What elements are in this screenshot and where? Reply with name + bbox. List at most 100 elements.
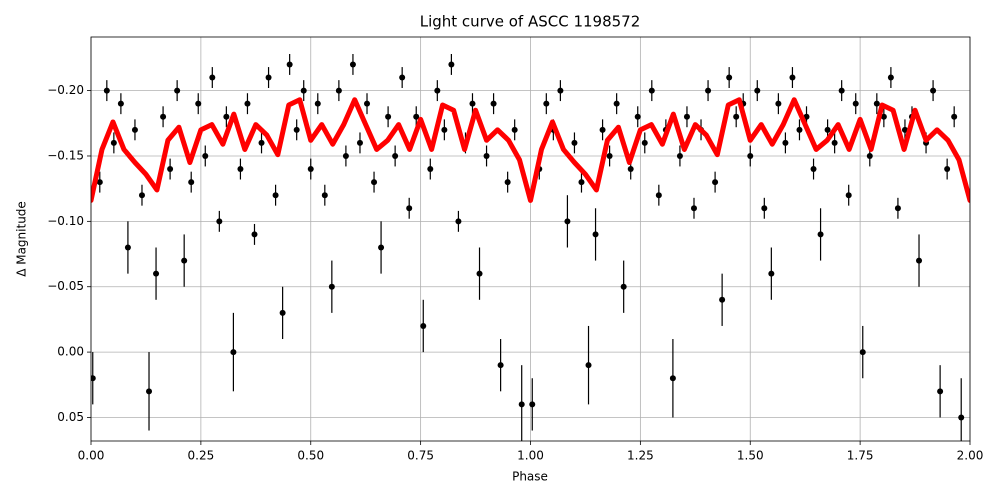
data-point	[160, 113, 167, 120]
data-point	[831, 139, 838, 146]
data-point	[557, 87, 564, 94]
data-point	[641, 139, 648, 146]
data-point	[167, 166, 174, 173]
y-tick-label: −0.20	[47, 83, 84, 97]
data-point	[529, 401, 536, 408]
data-point	[138, 192, 145, 199]
model-curve	[91, 97, 970, 203]
data-point	[455, 218, 462, 225]
data-point	[209, 74, 216, 81]
data-point	[117, 100, 124, 107]
y-tick-label: 0.00	[57, 345, 84, 359]
data-point	[124, 244, 131, 251]
data-point	[916, 257, 923, 264]
x-tick-label: 2.00	[957, 449, 984, 463]
data-point	[712, 179, 719, 186]
data-point	[483, 152, 490, 159]
data-point	[406, 205, 413, 212]
data-point	[894, 205, 901, 212]
plot-area	[91, 53, 970, 441]
data-point	[188, 179, 195, 186]
data-point	[775, 100, 782, 107]
data-point	[476, 270, 483, 277]
data-point	[195, 100, 202, 107]
data-point	[585, 362, 592, 369]
x-tick-label: 1.50	[737, 449, 764, 463]
data-point	[620, 283, 627, 290]
data-point	[761, 205, 768, 212]
x-axis-label: Phase	[512, 470, 548, 484]
grid	[90, 37, 971, 441]
data-point	[497, 362, 504, 369]
data-point	[469, 100, 476, 107]
data-point	[937, 388, 944, 395]
data-point	[634, 113, 641, 120]
data-point	[613, 100, 620, 107]
data-point	[733, 113, 740, 120]
data-point	[230, 349, 237, 356]
data-point	[866, 152, 873, 159]
y-tick-label: −0.15	[47, 148, 84, 162]
y-axis-label: Δ Magnitude	[15, 201, 29, 277]
data-point	[153, 270, 160, 277]
y-tick-label: 0.05	[57, 410, 84, 424]
chart-title: Light curve of ASCC 1198572	[420, 13, 641, 31]
data-point	[399, 74, 406, 81]
data-point	[223, 113, 230, 120]
data-point	[258, 139, 265, 146]
data-point	[251, 231, 258, 238]
data-point	[392, 152, 399, 159]
data-point	[174, 87, 181, 94]
data-point	[599, 126, 606, 133]
data-point	[420, 322, 427, 329]
ticks: 0.00 0.25 0.50 0.75 1.00 1.25 1.50 1.75 2.00 −0.2…	[47, 83, 983, 462]
data-point	[592, 231, 599, 238]
data-point	[300, 87, 307, 94]
data-point	[543, 100, 550, 107]
data-point	[719, 296, 726, 303]
x-tick-label: 1.25	[627, 449, 654, 463]
data-point	[810, 166, 817, 173]
data-point	[321, 192, 328, 199]
data-point	[328, 283, 335, 290]
data-point	[627, 166, 634, 173]
data-point	[578, 179, 585, 186]
data-point	[571, 139, 578, 146]
y-tick-label: −0.10	[47, 214, 84, 228]
data-point	[782, 139, 789, 146]
x-tick-label: 1.75	[847, 449, 874, 463]
data-point	[110, 139, 117, 146]
data-point	[747, 152, 754, 159]
data-point	[901, 126, 908, 133]
data-point	[371, 179, 378, 186]
data-point	[202, 152, 209, 159]
data-point	[676, 152, 683, 159]
data-point	[768, 270, 775, 277]
data-point	[648, 87, 655, 94]
data-point	[96, 179, 103, 186]
data-point	[859, 349, 866, 356]
x-tick-label: 1.00	[517, 449, 544, 463]
data-point	[265, 74, 272, 81]
data-point	[705, 87, 712, 94]
data-point	[518, 401, 525, 408]
data-point	[335, 87, 342, 94]
data-point	[564, 218, 571, 225]
data-point	[146, 388, 153, 395]
data-point	[726, 74, 733, 81]
data-point	[103, 87, 110, 94]
data-point	[272, 192, 279, 199]
data-point	[244, 100, 251, 107]
data-point	[237, 166, 244, 173]
data-point	[511, 126, 518, 133]
data-point	[754, 87, 761, 94]
data-point	[307, 166, 314, 173]
data-point	[434, 87, 441, 94]
x-tick-label: 0.50	[297, 449, 324, 463]
data-point	[342, 152, 349, 159]
data-point	[349, 61, 356, 68]
data-point	[838, 87, 845, 94]
